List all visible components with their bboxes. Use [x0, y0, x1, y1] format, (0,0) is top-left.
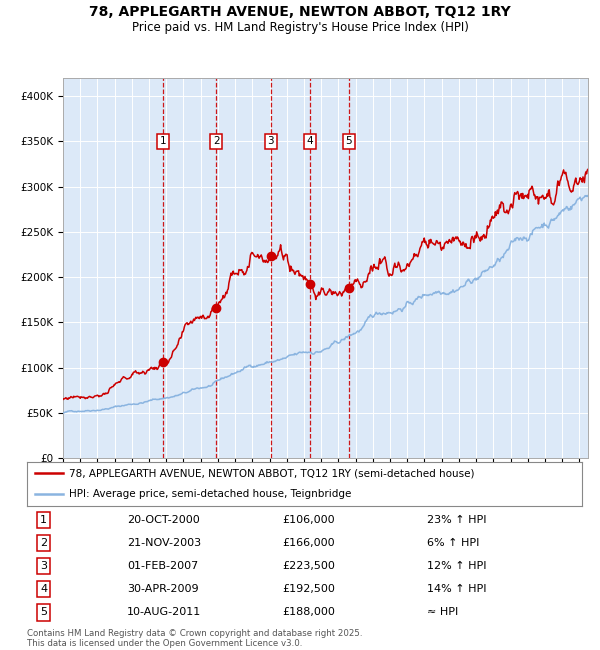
Text: Price paid vs. HM Land Registry's House Price Index (HPI): Price paid vs. HM Land Registry's House … [131, 21, 469, 34]
Text: 2: 2 [40, 538, 47, 548]
Text: 1: 1 [160, 136, 166, 146]
Text: HPI: Average price, semi-detached house, Teignbridge: HPI: Average price, semi-detached house,… [68, 489, 351, 499]
Text: Contains HM Land Registry data © Crown copyright and database right 2025.
This d: Contains HM Land Registry data © Crown c… [27, 629, 362, 648]
Text: 30-APR-2009: 30-APR-2009 [127, 584, 199, 594]
Text: 1: 1 [40, 515, 47, 525]
Text: 2: 2 [213, 136, 220, 146]
Text: £106,000: £106,000 [283, 515, 335, 525]
Text: £188,000: £188,000 [283, 608, 335, 617]
Text: 12% ↑ HPI: 12% ↑ HPI [427, 561, 486, 571]
Text: 5: 5 [346, 136, 352, 146]
Text: ≈ HPI: ≈ HPI [427, 608, 458, 617]
Text: 78, APPLEGARTH AVENUE, NEWTON ABBOT, TQ12 1RY (semi-detached house): 78, APPLEGARTH AVENUE, NEWTON ABBOT, TQ1… [68, 469, 474, 478]
Text: 78, APPLEGARTH AVENUE, NEWTON ABBOT, TQ12 1RY: 78, APPLEGARTH AVENUE, NEWTON ABBOT, TQ1… [89, 5, 511, 19]
Text: £223,500: £223,500 [283, 561, 335, 571]
Text: £166,000: £166,000 [283, 538, 335, 548]
Text: £192,500: £192,500 [283, 584, 335, 594]
Text: 4: 4 [40, 584, 47, 594]
Text: 14% ↑ HPI: 14% ↑ HPI [427, 584, 486, 594]
Text: 3: 3 [40, 561, 47, 571]
Text: 5: 5 [40, 608, 47, 617]
Text: 01-FEB-2007: 01-FEB-2007 [127, 561, 198, 571]
Text: 3: 3 [268, 136, 274, 146]
Text: 23% ↑ HPI: 23% ↑ HPI [427, 515, 486, 525]
Text: 21-NOV-2003: 21-NOV-2003 [127, 538, 201, 548]
Text: 6% ↑ HPI: 6% ↑ HPI [427, 538, 479, 548]
Text: 4: 4 [307, 136, 313, 146]
Text: 10-AUG-2011: 10-AUG-2011 [127, 608, 201, 617]
Text: 20-OCT-2000: 20-OCT-2000 [127, 515, 200, 525]
